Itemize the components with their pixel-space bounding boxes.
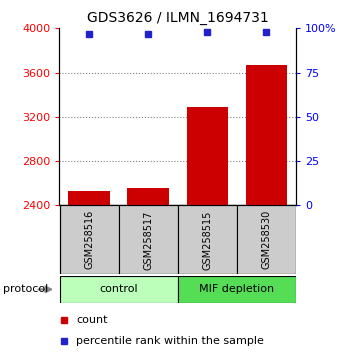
- Text: control: control: [99, 284, 138, 295]
- Bar: [245, 65, 287, 205]
- Bar: [119, 205, 177, 274]
- Title: GDS3626 / ILMN_1694731: GDS3626 / ILMN_1694731: [87, 11, 269, 24]
- Text: percentile rank within the sample: percentile rank within the sample: [76, 336, 264, 346]
- Bar: [59, 276, 177, 303]
- Bar: [59, 205, 119, 274]
- Bar: [237, 205, 296, 274]
- Bar: [68, 191, 110, 205]
- Text: GSM258517: GSM258517: [143, 210, 153, 269]
- Text: GSM258515: GSM258515: [202, 210, 212, 269]
- Bar: [128, 188, 169, 205]
- Bar: [177, 276, 296, 303]
- Bar: [177, 205, 237, 274]
- Text: GSM258516: GSM258516: [84, 210, 94, 269]
- Bar: [187, 107, 228, 205]
- Text: GSM258530: GSM258530: [261, 210, 271, 269]
- Text: protocol: protocol: [3, 284, 49, 295]
- Text: MIF depletion: MIF depletion: [199, 284, 274, 295]
- Text: count: count: [76, 315, 107, 325]
